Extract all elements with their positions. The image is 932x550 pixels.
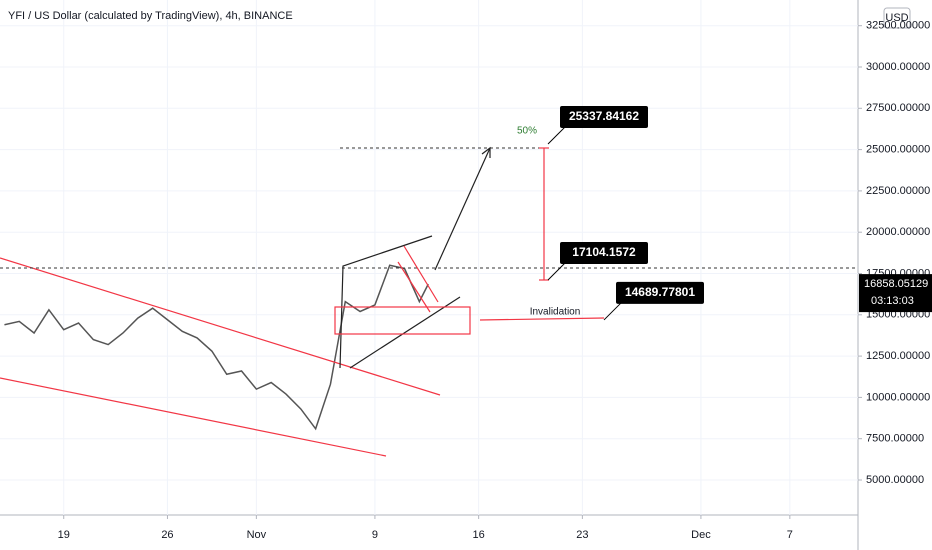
chart-title: YFI / US Dollar (calculated by TradingVi… xyxy=(8,10,293,22)
trendline xyxy=(0,257,441,396)
y-tick-label: 32500.00000 xyxy=(866,20,930,32)
wedge xyxy=(349,296,461,369)
currency-box[interactable] xyxy=(883,7,911,29)
price-line xyxy=(4,264,429,431)
price-badge xyxy=(560,242,648,265)
last-price-box xyxy=(859,274,932,313)
invalidation-line xyxy=(479,317,605,321)
x-tick-label: 9 xyxy=(372,529,378,541)
price-badge xyxy=(560,106,648,129)
x-tick-label: Dec xyxy=(691,529,711,541)
x-tick-label: 26 xyxy=(161,529,173,541)
zone xyxy=(334,306,471,335)
x-tick-label: 19 xyxy=(58,529,70,541)
price-badge-label: 25337.84162 xyxy=(569,109,639,123)
y-tick-label: 12500.00000 xyxy=(866,350,930,362)
countdown: 03:13:03 xyxy=(871,295,914,307)
y-tick-label: 22500.00000 xyxy=(866,185,930,197)
arrow xyxy=(434,147,491,271)
x-tick-label: 16 xyxy=(473,529,485,541)
last-price: 16858.05129 xyxy=(864,278,928,290)
price-badge-label: 17104.1572 xyxy=(572,245,636,259)
drawings: 50% Invalidation xyxy=(0,126,858,457)
y-tick-label: 30000.00000 xyxy=(866,61,930,73)
currency[interactable]: USD xyxy=(885,12,908,24)
label-pointer xyxy=(547,261,567,281)
axes: 5000.00000 7500.00000 10000.00000 12500.000… xyxy=(58,20,931,541)
price-badge xyxy=(616,281,704,304)
y-tick-label: 10000.00000 xyxy=(866,391,930,403)
y-tick-label: 20000.00000 xyxy=(866,226,930,238)
percent-label: 50% xyxy=(517,126,537,137)
arrow-head xyxy=(481,146,491,158)
x-tick-label: 7 xyxy=(787,529,793,541)
y-tick-label: 7500.00000 xyxy=(866,433,924,445)
label-pointer xyxy=(547,125,567,145)
y-tick-label: 25000.00000 xyxy=(866,144,930,156)
flag xyxy=(397,261,431,313)
y-tick-label: 27500.00000 xyxy=(866,102,930,114)
price-badge-label: 14689.77801 xyxy=(625,285,695,299)
trendline xyxy=(0,377,387,457)
y-tick-label: 5000.00000 xyxy=(866,474,924,486)
label-pointer xyxy=(603,301,623,321)
flag xyxy=(403,245,439,303)
x-tick-label: 23 xyxy=(576,529,588,541)
x-tick-label: Nov xyxy=(247,529,267,541)
invalidation-label: Invalidation xyxy=(530,307,581,318)
plot xyxy=(0,0,858,515)
